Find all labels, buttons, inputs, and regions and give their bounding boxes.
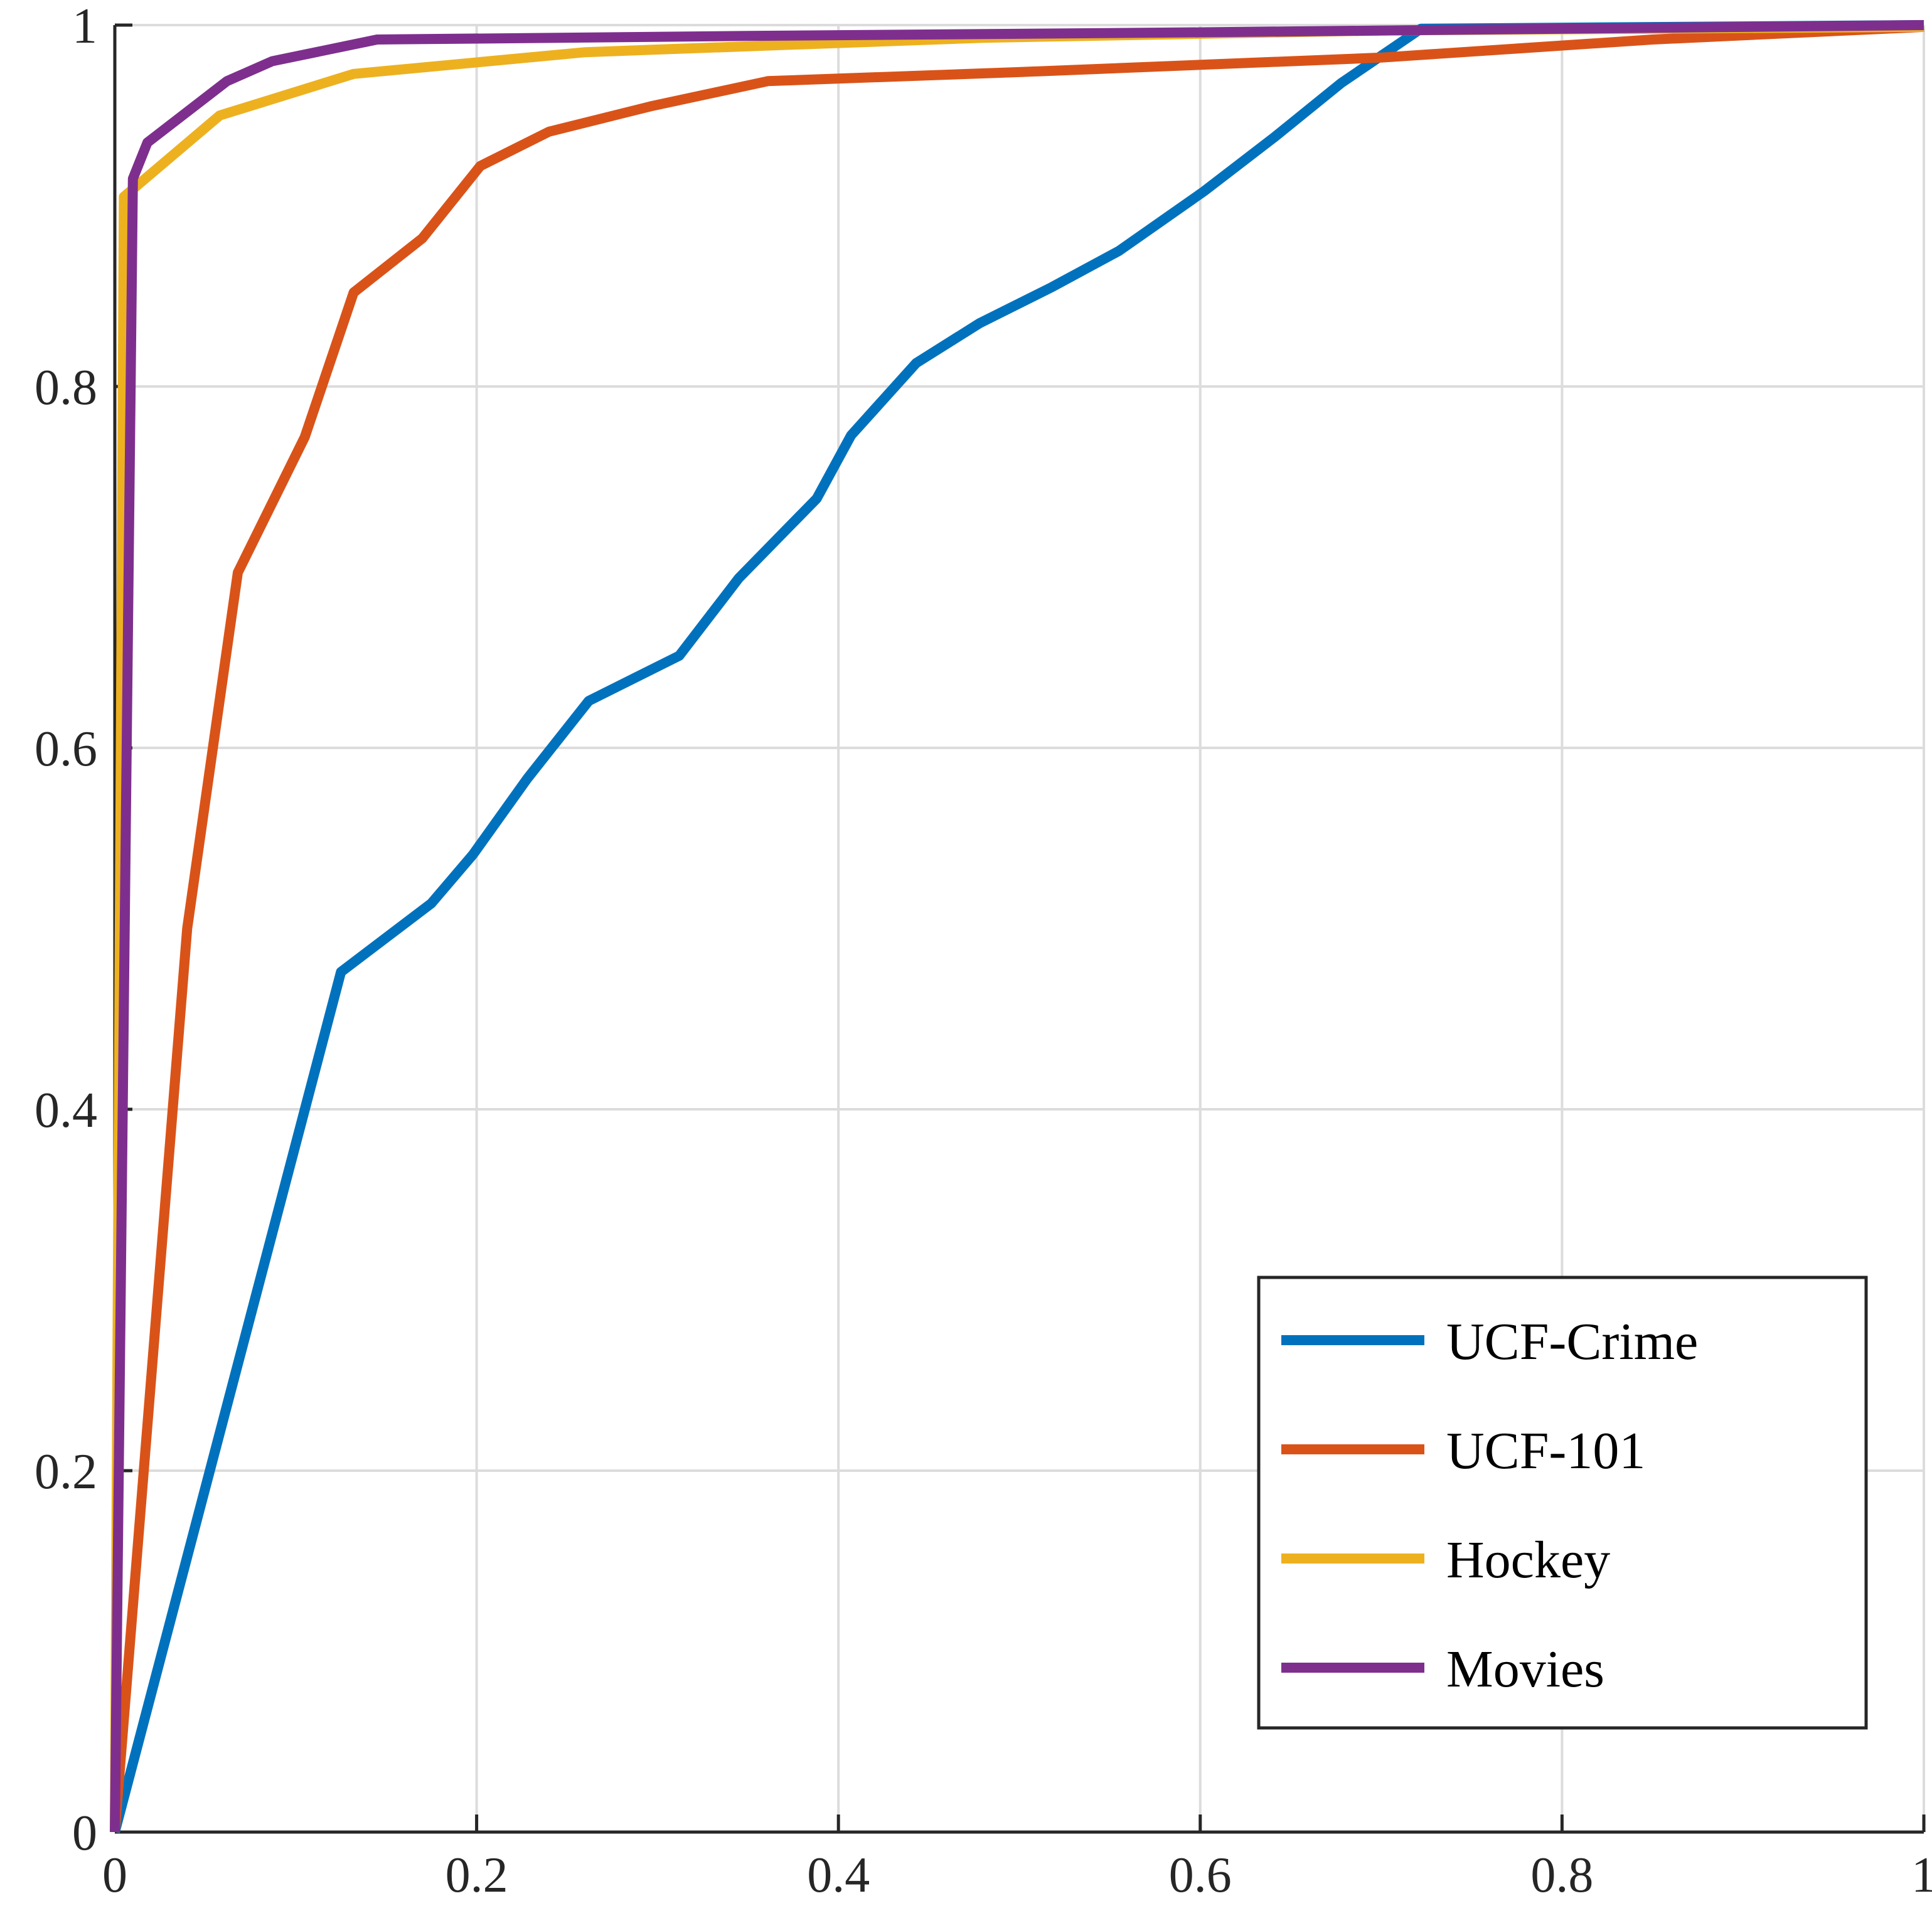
y-tick-label: 0.6 [35, 722, 97, 777]
series-line-ucf-crime [110, 20, 1924, 1834]
y-tick-label: 0.2 [35, 1444, 97, 1500]
x-tick-label: 0.8 [1530, 1848, 1593, 1903]
tick-labels: 0 0.2 0.4 0.6 0.8 1 0 0.2 0.4 0.6 0.8 1 [35, 0, 1932, 1903]
legend: UCF-Crime UCF-101 Hockey Movies [1257, 1276, 1868, 1730]
x-tick-label: 0.4 [807, 1848, 870, 1903]
y-tick-label: 0.4 [35, 1083, 97, 1138]
x-tick-label: 0 [102, 1848, 127, 1903]
grid-lines [114, 24, 1925, 1833]
legend-box [1257, 1276, 1868, 1730]
y-tick-label: 0 [72, 1806, 97, 1861]
y-tick-label: 0.8 [35, 360, 97, 415]
y-tick-label: 1 [72, 0, 97, 54]
series-line-movies [110, 20, 1924, 1833]
x-tick-label: 0.6 [1169, 1848, 1232, 1903]
legend-label-ucf-101: UCF-101 [1446, 1422, 1645, 1480]
x-tick-label: 0.2 [446, 1848, 508, 1903]
series-line-ucf-101 [110, 21, 1924, 1833]
legend-label-ucf-crime: UCF-Crime [1446, 1313, 1698, 1371]
series-lines [110, 20, 1924, 1834]
legend-label-hockey: Hockey [1446, 1531, 1610, 1589]
x-tick-label: 1 [1911, 1848, 1932, 1903]
legend-label-movies: Movies [1446, 1640, 1604, 1698]
